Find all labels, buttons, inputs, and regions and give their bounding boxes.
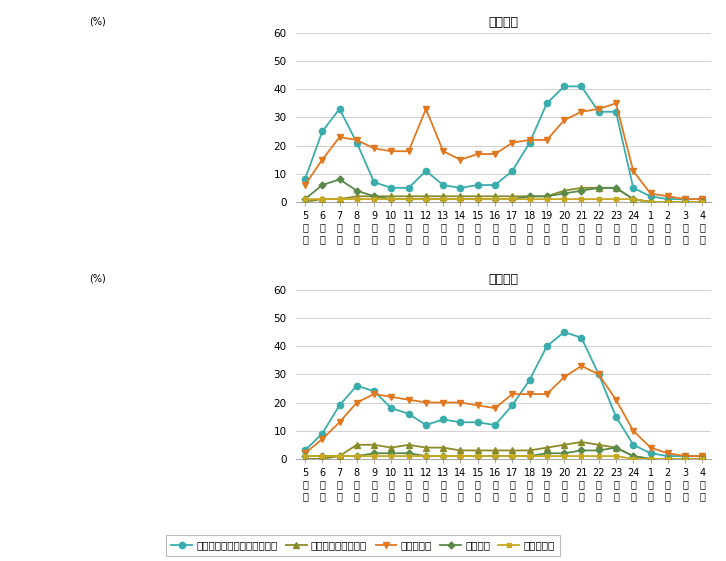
Legend: テレビ（リアルタイム）視聴, テレビ（録画）視聴, ネット利用, 新聞閲読, ラジオ聴取: テレビ（リアルタイム）視聴, テレビ（録画）視聴, ネット利用, 新聞閲読, ラ…	[166, 535, 560, 556]
Text: (%): (%)	[89, 16, 106, 26]
Text: (%): (%)	[89, 273, 106, 283]
Title: 「平日」: 「平日」	[489, 16, 518, 29]
Title: 「休日」: 「休日」	[489, 273, 518, 286]
